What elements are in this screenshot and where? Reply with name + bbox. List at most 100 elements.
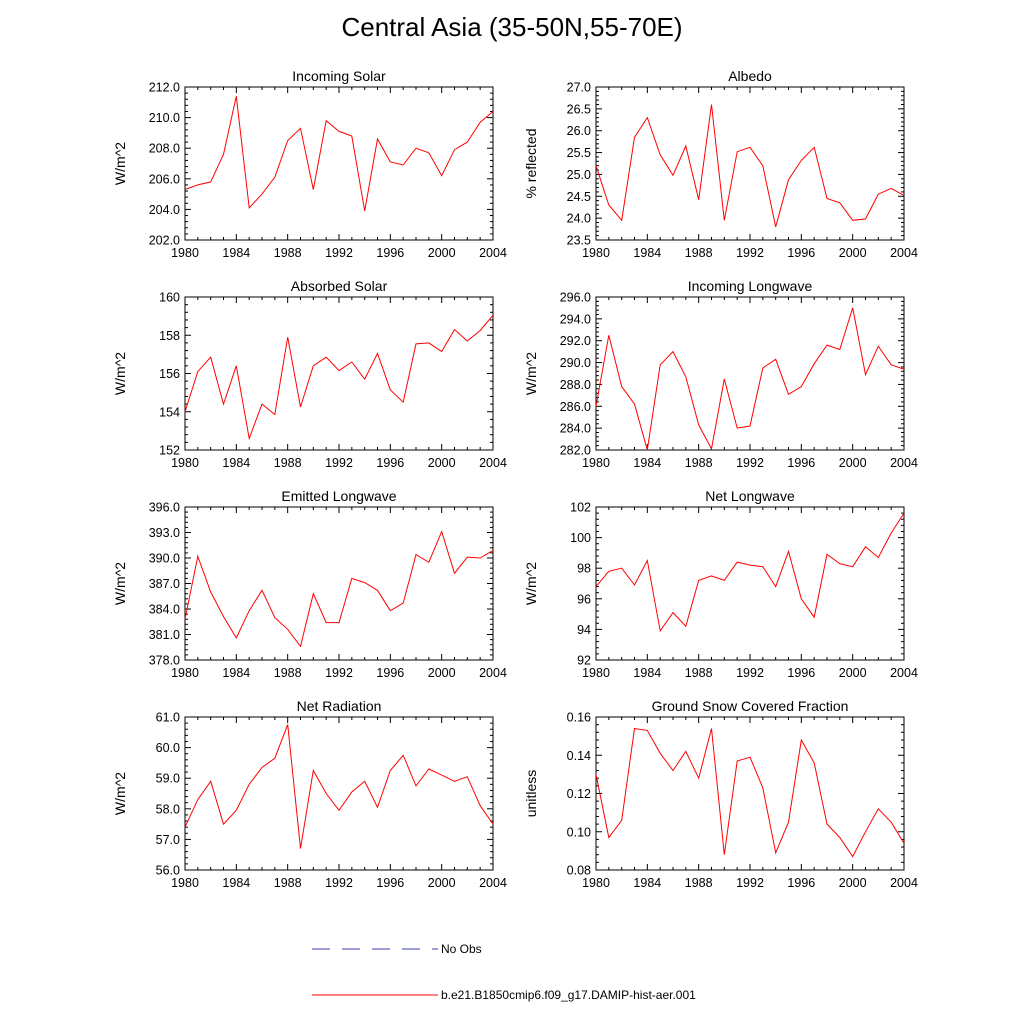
panel-net-radiation: 1980 1984 1988 1992 1996 2000 2004 56.0 57.0 58.0… [112,698,507,890]
panel-net-longwave: 1980 1984 1988 1992 1996 2000 2004 92 94 96 98 100 1… [523,488,918,680]
x-tick-label: 1996 [787,666,815,680]
x-tick-label: 1984 [222,246,250,260]
y-tick-label: 282.0 [560,444,591,458]
y-tick-label: 94 [577,623,591,637]
x-tick-label: 1996 [376,876,404,890]
panel-title: Net Radiation [297,698,382,714]
x-tick-label: 1996 [376,246,404,260]
x-tick-label: 1992 [736,456,764,470]
x-tick-label: 2000 [428,246,456,260]
panel-title: Absorbed Solar [291,278,388,294]
series-line [184,724,494,849]
panel-title: Emitted Longwave [281,488,396,504]
x-tick-label: 1992 [325,876,353,890]
x-tick-label: 1984 [633,246,661,260]
panel-emitted-longwave: 1980 1984 1988 1992 1996 2000 2004 378.0 381.0 38… [112,488,507,680]
y-tick-label: 296.0 [560,291,591,305]
y-tick-label: 152 [159,444,180,458]
y-axis-label: unitless [523,770,539,817]
x-tick-label: 1980 [171,456,199,470]
y-tick-label: 61.0 [156,711,180,725]
y-tick-label: 0.08 [567,864,591,878]
y-tick-label: 160 [159,291,180,305]
y-tick-label: 212.0 [149,81,180,95]
y-axis-label: W/m^2 [112,562,128,605]
y-tick-label: 204.0 [149,203,180,217]
y-tick-label: 57.0 [156,833,180,847]
panel-absorbed-solar: 1980 1984 1988 1992 1996 2000 2004 152 154 156 158… [112,278,507,470]
x-tick-label: 2004 [479,456,507,470]
x-tick-label: 1984 [222,456,250,470]
x-tick-label: 2004 [890,666,918,680]
x-tick-label: 1980 [171,246,199,260]
y-tick-label: 26.0 [567,124,591,138]
y-tick-label: 292.0 [560,334,591,348]
x-tick-label: 1980 [582,456,610,470]
x-tick-label: 1988 [685,456,713,470]
y-tick-label: 0.14 [567,749,591,763]
panel-incoming-longwave: 1980 1984 1988 1992 1996 2000 2004 282.0 284.0 28… [523,278,918,470]
x-tick-label: 1980 [582,666,610,680]
x-tick-label: 1988 [685,876,713,890]
y-tick-label: 59.0 [156,772,180,786]
y-tick-label: 96 [577,592,591,606]
x-tick-label: 1984 [222,666,250,680]
x-tick-label: 2004 [890,246,918,260]
x-tick-label: 1984 [633,456,661,470]
y-tick-label: 24.0 [567,212,591,226]
y-tick-label: 58.0 [156,802,180,816]
y-tick-label: 56.0 [156,864,180,878]
panel-ground-snow-covered-fraction: 1980 1984 1988 1992 1996 2000 2004 0.08 0.10 0.12… [523,698,918,890]
y-tick-label: 154 [159,405,180,419]
x-tick-label: 2000 [428,456,456,470]
y-axis-label: W/m^2 [523,562,539,605]
y-tick-label: 0.16 [567,711,591,725]
y-tick-label: 378.0 [149,654,180,668]
x-tick-label: 1992 [736,246,764,260]
y-axis-label: % reflected [523,128,539,198]
y-tick-label: 100 [570,531,591,545]
series-line [595,512,905,633]
series-line [184,314,494,441]
panel-title: Incoming Solar [292,68,386,84]
y-tick-label: 210.0 [149,111,180,125]
x-tick-label: 2000 [428,666,456,680]
panel-albedo: 1980 1984 1988 1992 1996 2000 2004 23.5 24.0 24.5… [523,68,918,260]
series-line [184,96,494,211]
y-tick-label: 286.0 [560,400,591,414]
y-tick-label: 290.0 [560,356,591,370]
x-tick-label: 1988 [274,456,302,470]
y-tick-label: 23.5 [567,234,591,248]
y-tick-label: 98 [577,562,591,576]
y-tick-label: 92 [577,654,591,668]
x-tick-label: 2000 [839,246,867,260]
x-tick-label: 1988 [274,876,302,890]
y-tick-label: 156 [159,367,180,381]
x-tick-label: 2000 [839,456,867,470]
x-tick-label: 1992 [736,666,764,680]
x-tick-label: 1984 [222,876,250,890]
y-tick-label: 393.0 [149,526,180,540]
x-tick-label: 2004 [890,876,918,890]
y-tick-label: 202.0 [149,234,180,248]
x-tick-label: 1988 [685,666,713,680]
legend-model-label: b.e21.B1850cmip6.f09_g17.DAMIP-hist-aer.… [441,988,696,1002]
y-tick-label: 387.0 [149,577,180,591]
x-tick-label: 1996 [376,666,404,680]
y-tick-label: 27.0 [567,81,591,95]
y-tick-label: 60.0 [156,741,180,755]
y-axis-label: W/m^2 [112,142,128,185]
y-tick-label: 396.0 [149,501,180,515]
y-tick-label: 25.5 [567,146,591,160]
y-tick-label: 381.0 [149,628,180,642]
panel-title: Net Longwave [705,488,795,504]
series-line [184,530,494,648]
panel-title: Incoming Longwave [688,278,813,294]
x-tick-label: 1992 [325,456,353,470]
y-tick-label: 288.0 [560,378,591,392]
legend-obs-label: No Obs [441,942,482,956]
x-tick-label: 1988 [685,246,713,260]
y-tick-label: 208.0 [149,142,180,156]
